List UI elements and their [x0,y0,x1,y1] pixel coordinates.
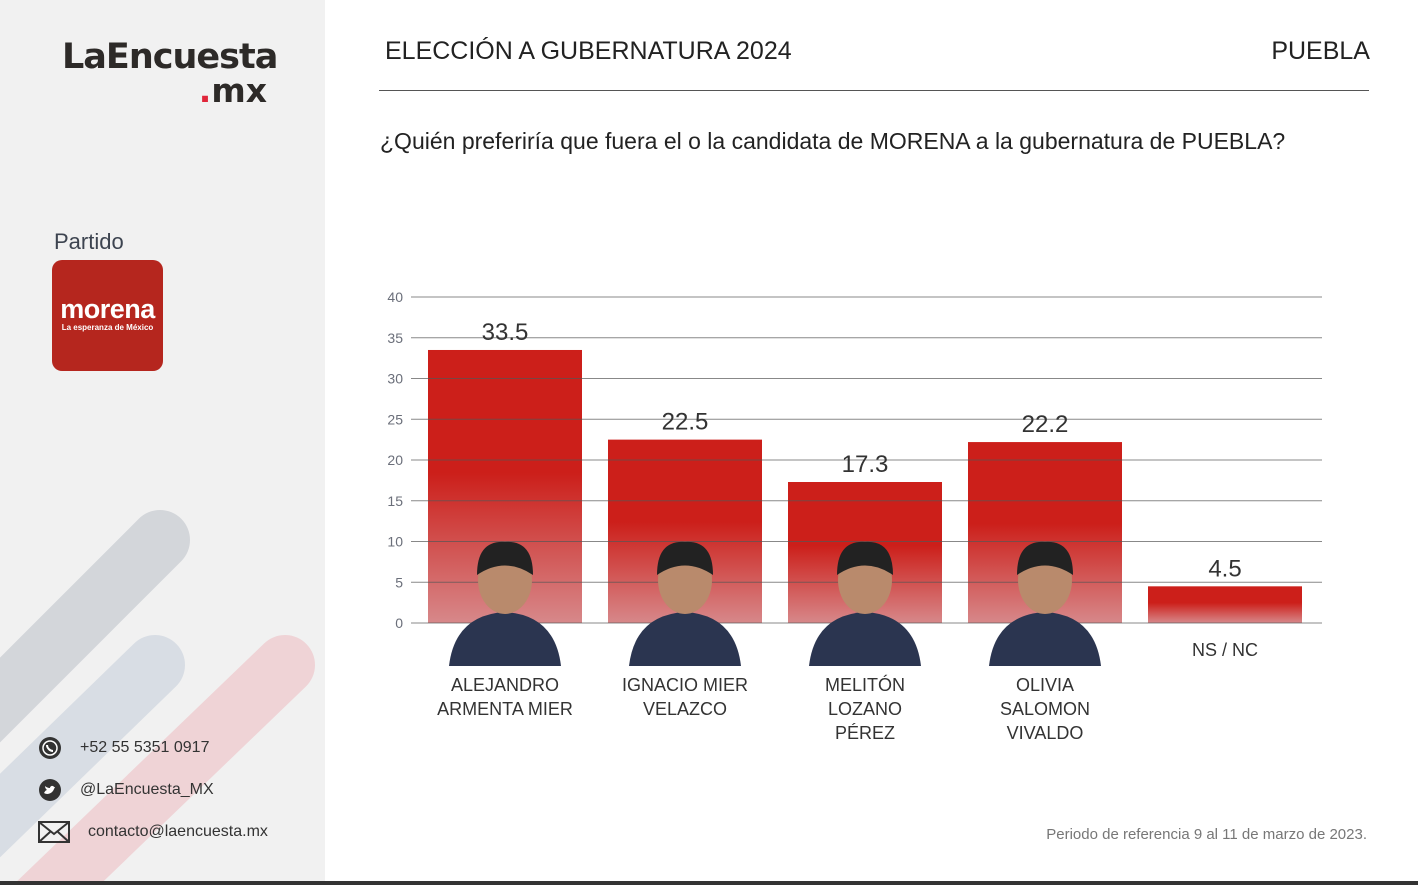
party-logo-name: morena [60,294,155,324]
candidate-photo [989,612,1101,666]
x-category-label: SALOMON [1000,699,1090,719]
twitter-icon [39,779,61,801]
party-label: Partido [54,229,124,254]
candidate-hair [657,541,713,575]
brand-name: LaEncuesta [62,37,278,77]
brand-logo: LaEncuesta .mx [62,37,278,110]
contact-text: contacto@laencuesta.mx [88,823,268,840]
x-category-label: VELAZCO [643,699,727,719]
data-label: 33.5 [482,319,529,346]
party-logo: morena La esperanza de México [52,260,163,371]
bottom-border [0,881,1418,885]
y-tick-label: 20 [387,452,403,468]
data-label: 22.2 [1022,411,1069,438]
contact-email[interactable]: contacto@laencuesta.mx [38,821,268,843]
sidebar: LaEncuesta .mx Partido morena La esperan… [0,0,325,885]
candidate-photo [449,612,561,666]
reference-period: Periodo de referencia 9 al 11 de marzo d… [1046,826,1367,843]
contact-text: +52 55 5351 0917 [80,739,210,756]
y-tick-label: 30 [387,371,403,387]
y-tick-label: 5 [395,574,403,590]
mail-icon [38,821,70,843]
decor-stripe [13,635,315,885]
candidate-hair [477,541,533,575]
brand-dot: . [198,71,212,110]
candidate-photo [809,612,921,666]
x-category-label: VIVALDO [1007,723,1084,743]
decor-stripe [0,635,185,858]
y-tick-label: 0 [395,615,403,631]
survey-question: ¿Quién preferiría que fuera el o la cand… [380,128,1286,154]
candidate-hair [837,541,893,575]
x-category-label: PÉREZ [835,723,895,743]
state-label: PUEBLA [1271,37,1370,65]
contact-text: @LaEncuesta_MX [80,781,214,798]
x-category-label: OLIVIA [1016,675,1074,695]
decor-stripes [0,510,315,885]
contact-twitter[interactable]: @LaEncuesta_MX [38,778,214,802]
data-label: 4.5 [1208,555,1241,582]
data-label: 22.5 [662,409,709,436]
whatsapp-icon [39,737,61,759]
data-label: 17.3 [842,451,889,478]
page-title: ELECCIÓN A GUBERNATURA 2024 [385,37,792,65]
divider [379,90,1369,91]
candidate-hair [1017,541,1073,575]
contact-phone[interactable]: +52 55 5351 0917 [38,736,209,760]
x-category-label: ALEJANDRO [451,675,559,695]
candidate-photo [629,612,741,666]
x-category-label: LOZANO [828,699,902,719]
party-logo-tagline: La esperanza de México [61,323,154,332]
y-tick-label: 15 [387,493,403,509]
y-tick-label: 10 [387,534,403,550]
brand-tld: mx [211,71,267,110]
y-tick-label: 35 [387,330,403,346]
x-category-label: MELITÓN [825,674,905,695]
x-category-label: ARMENTA MIER [437,699,573,719]
y-tick-label: 40 [387,289,403,305]
x-category-label: NS / NC [1192,640,1258,660]
y-tick-label: 25 [387,411,403,427]
x-category-label: IGNACIO MIER [622,675,748,695]
decor-stripe [0,510,190,743]
bar [1148,586,1302,623]
